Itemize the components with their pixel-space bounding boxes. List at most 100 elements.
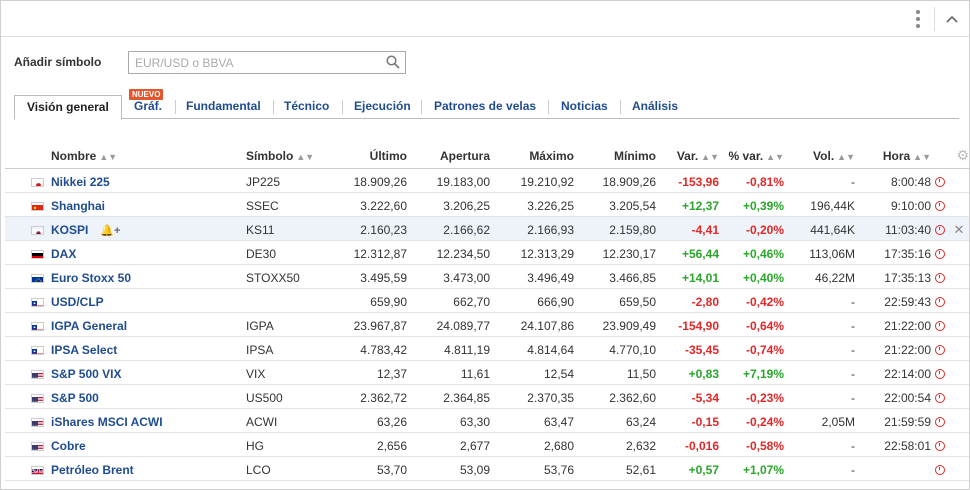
tab-fundamental[interactable]: Fundamental bbox=[186, 99, 261, 113]
instrument-name-cell[interactable]: IGPA General bbox=[51, 312, 246, 337]
gear-icon[interactable]: ⚙ bbox=[956, 147, 969, 164]
change-cell: -0,15 bbox=[656, 408, 719, 433]
instrument-name-cell[interactable]: Euro Stoxx 50 bbox=[51, 264, 246, 289]
instrument-name-cell[interactable]: IPSA Select bbox=[51, 336, 246, 361]
time-column-header[interactable]: Hora ▲▼ bbox=[855, 144, 931, 169]
table-row[interactable]: KOSPI 🔔+ KS11 2.160,23 2.166,62 2.166,93 2.159… bbox=[5, 216, 969, 241]
open-column-header[interactable]: Apertura bbox=[407, 144, 490, 169]
instrument-name-cell[interactable]: iShares MSCI ACWI bbox=[51, 408, 246, 433]
table-row[interactable]: Shanghai SSEC 3.222,60 3.206,25 3.226,25 3.20… bbox=[5, 192, 969, 217]
last-column-header[interactable]: Último bbox=[318, 144, 407, 169]
clock-icon bbox=[935, 249, 945, 260]
instrument-name-cell[interactable]: Nikkei 225 bbox=[51, 168, 246, 193]
name-column-header[interactable]: Nombre ▲▼ bbox=[51, 144, 246, 169]
settings-header[interactable]: ⚙ bbox=[949, 144, 969, 169]
instrument-name-cell[interactable]: USD/CLP bbox=[51, 288, 246, 313]
time-cell: 17:35:13 bbox=[855, 264, 931, 289]
tab-technical[interactable]: Técnico bbox=[284, 99, 330, 113]
table-row[interactable]: Nikkei 225 JP225 18.909,26 19.183,00 19.210,… bbox=[5, 168, 969, 193]
low-column-header[interactable]: Mínimo bbox=[574, 144, 656, 169]
instrument-name-cell[interactable]: Cobre bbox=[51, 432, 246, 457]
sort-icon[interactable]: ▲▼ bbox=[99, 151, 118, 162]
instrument-name-cell[interactable]: S&P 500 bbox=[51, 384, 246, 409]
instrument-name-link[interactable]: Cobre bbox=[51, 438, 86, 453]
sort-icon[interactable]: ▲▼ bbox=[766, 151, 784, 162]
search-icon[interactable] bbox=[386, 55, 400, 72]
change-cell: -2,80 bbox=[656, 288, 719, 313]
last-cell: 3.495,59 bbox=[318, 264, 407, 289]
table-row[interactable]: Euro Stoxx 50 STOXX50 3.495,59 3.473,00 3.49… bbox=[5, 264, 969, 289]
chevron-up-icon[interactable] bbox=[939, 7, 965, 31]
sort-icon[interactable]: ▲▼ bbox=[837, 151, 855, 162]
remove-cell bbox=[949, 408, 969, 433]
pct-change-column-header[interactable]: % var. ▲▼ bbox=[719, 144, 784, 169]
instrument-name-link[interactable]: S&P 500 VIX bbox=[51, 366, 122, 381]
last-cell: 2.362,72 bbox=[318, 384, 407, 409]
table-row[interactable]: Petróleo Brent LCO 53,70 53,09 53,76 52,61 +0,… bbox=[5, 456, 969, 481]
status-cell bbox=[931, 336, 949, 361]
table-row[interactable]: Cobre HG 2,656 2,677 2,680 2,632 -0,016 -0,58% -… bbox=[5, 432, 969, 457]
symbol-cell: IGPA bbox=[246, 312, 318, 337]
remove-cell bbox=[949, 312, 969, 337]
sort-icon[interactable]: ▲▼ bbox=[913, 151, 931, 162]
symbol-search-box[interactable] bbox=[128, 51, 406, 74]
table-row[interactable]: S&P 500 VIX VIX 12,37 11,61 12,54 11,50 +0,83 +… bbox=[5, 360, 969, 385]
tab-performance[interactable]: Ejecución bbox=[354, 99, 411, 113]
pct-change-cell: -0,58% bbox=[719, 432, 784, 457]
remove-cell[interactable]: ✕ bbox=[949, 216, 969, 241]
alert-bell-icon[interactable]: 🔔+ bbox=[100, 224, 121, 237]
instrument-name-cell[interactable]: Shanghai bbox=[51, 192, 246, 217]
table-row[interactable]: IPSA Select IPSA 4.783,42 4.811,19 4.814,64 4… bbox=[5, 336, 969, 361]
high-column-header[interactable]: Máximo bbox=[490, 144, 574, 169]
symbol-search-input[interactable] bbox=[135, 55, 375, 71]
kebab-menu-icon[interactable] bbox=[906, 7, 930, 31]
low-cell: 659,50 bbox=[574, 288, 656, 313]
status-cell bbox=[931, 384, 949, 409]
tab-news[interactable]: Noticias bbox=[561, 99, 608, 113]
sort-icon[interactable]: ▲▼ bbox=[701, 151, 719, 162]
clock-icon bbox=[935, 225, 945, 236]
table-row[interactable]: IGPA General IGPA 23.967,87 24.089,77 24.107… bbox=[5, 312, 969, 337]
instrument-name-link[interactable]: IPSA Select bbox=[51, 342, 118, 357]
flag-cl-icon bbox=[31, 345, 44, 355]
instrument-name-cell[interactable]: DAX bbox=[51, 240, 246, 265]
instrument-name-link[interactable]: Nikkei 225 bbox=[51, 174, 110, 189]
tab-divider bbox=[342, 100, 343, 114]
remove-cell bbox=[949, 456, 969, 481]
close-icon[interactable]: ✕ bbox=[953, 221, 965, 237]
change-cell: -35,45 bbox=[656, 336, 719, 361]
last-cell: 53,70 bbox=[318, 456, 407, 481]
table-row[interactable]: USD/CLP 659,90 662,70 666,90 659,50 -2,80 -0,4… bbox=[5, 288, 969, 313]
instrument-name-cell[interactable]: KOSPI 🔔+ bbox=[51, 216, 246, 241]
instrument-name-link[interactable]: Petróleo Brent bbox=[51, 462, 134, 477]
instrument-name-cell[interactable]: Petróleo Brent bbox=[51, 456, 246, 481]
tab-overview[interactable]: Visión general bbox=[14, 95, 122, 120]
change-column-header[interactable]: Var. ▲▼ bbox=[656, 144, 719, 169]
open-cell: 63,30 bbox=[407, 408, 490, 433]
volume-column-header[interactable]: Vol. ▲▼ bbox=[784, 144, 855, 169]
instrument-name-link[interactable]: iShares MSCI ACWI bbox=[51, 414, 163, 429]
instrument-name-cell[interactable]: S&P 500 VIX bbox=[51, 360, 246, 385]
sort-icon[interactable]: ▲▼ bbox=[296, 151, 315, 162]
tab-candlestick-patterns[interactable]: Patrones de velas bbox=[434, 99, 537, 113]
instrument-name-link[interactable]: S&P 500 bbox=[51, 390, 99, 405]
flag-header bbox=[5, 144, 51, 169]
table-row[interactable]: DAX DE30 12.312,87 12.234,50 12.313,29 12.230… bbox=[5, 240, 969, 265]
pct-change-cell: -0,64% bbox=[719, 312, 784, 337]
tab-analysis[interactable]: Análisis bbox=[632, 99, 679, 113]
symbol-column-header[interactable]: Símbolo ▲▼ bbox=[246, 144, 318, 169]
instrument-name-link[interactable]: Euro Stoxx 50 bbox=[51, 270, 132, 285]
instrument-name-link[interactable]: USD/CLP bbox=[51, 294, 104, 309]
flag-cell bbox=[5, 408, 51, 433]
instrument-name-link[interactable]: DAX bbox=[51, 246, 77, 261]
pct-change-cell: -0,81% bbox=[719, 168, 784, 193]
instrument-name-link[interactable]: KOSPI bbox=[51, 222, 89, 237]
instrument-name-link[interactable]: Shanghai bbox=[51, 198, 106, 213]
tab-chart[interactable]: Gráf. bbox=[134, 99, 163, 113]
table-row[interactable]: iShares MSCI ACWI ACWI 63,26 63,30 63,47 63,2… bbox=[5, 408, 969, 433]
table-row[interactable]: S&P 500 US500 2.362,72 2.364,85 2.370,35 2.36… bbox=[5, 384, 969, 409]
add-symbol-label: Añadir símbolo bbox=[14, 55, 102, 69]
flag-cell bbox=[5, 432, 51, 457]
instrument-name-link[interactable]: IGPA General bbox=[51, 318, 128, 333]
open-cell: 24.089,77 bbox=[407, 312, 490, 337]
